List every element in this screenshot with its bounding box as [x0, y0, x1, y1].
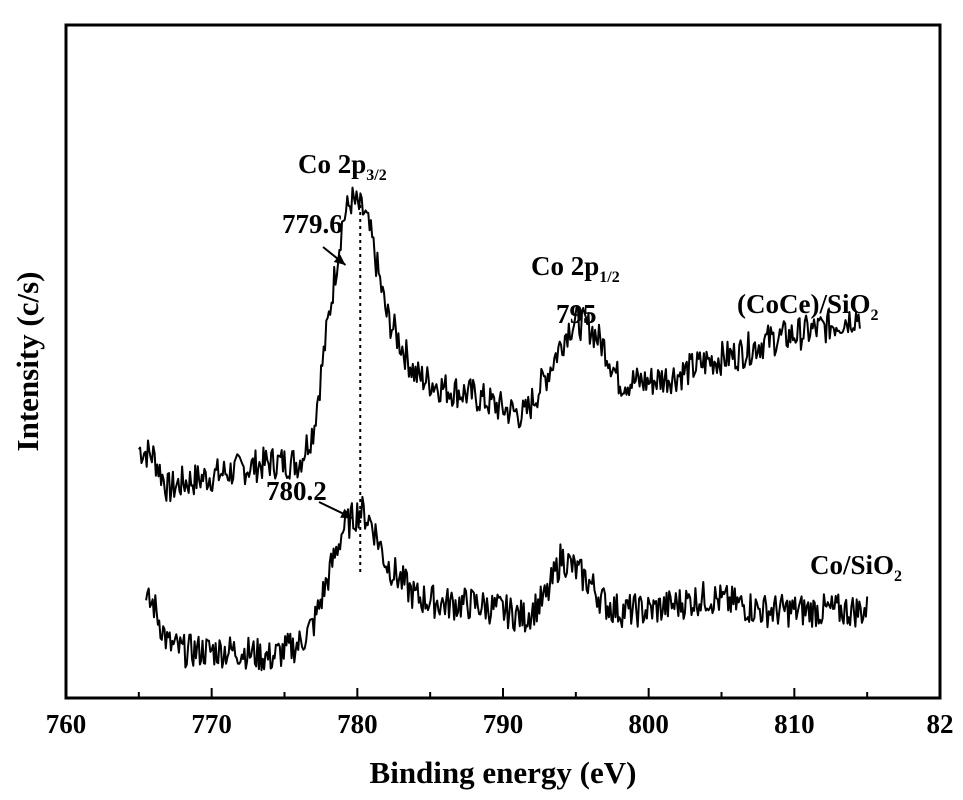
series-line-0 [138, 186, 861, 503]
x-tick-label: 790 [483, 709, 524, 739]
series-label-coce-sio2-sub: 2 [870, 307, 878, 324]
annotation-co-2p3-2: Co 2p3/2 [298, 149, 387, 184]
annotation-co-2p1-2-main: Co 2p [531, 251, 599, 281]
peak-label-795: 795 [556, 299, 597, 329]
x-tick-label: 780 [337, 709, 378, 739]
series-label-coce-sio2-main: (CoCe)/SiO [737, 289, 870, 319]
x-tick-label: 82 [927, 709, 954, 739]
x-axis-title: Binding energy (eV) [370, 755, 637, 790]
annotation-co-2p1-2-sub: 1/2 [599, 269, 619, 286]
series-group [138, 186, 869, 672]
arrow-779-6-head [333, 254, 346, 265]
x-tick-label: 760 [46, 709, 87, 739]
series-label-co-sio2-main: Co/SiO [810, 550, 894, 580]
x-axis-ticks: 760 770 780 790 800 810 82 [46, 688, 954, 739]
arrow-780-2-head [340, 508, 353, 518]
series-line-1 [145, 495, 869, 672]
annotation-co-2p3-2-sub: 3/2 [366, 167, 386, 184]
peak-label-779-6: 779.6 [282, 209, 343, 239]
series-label-co-sio2: Co/SiO2 [810, 550, 902, 585]
peak-arrows [318, 246, 353, 519]
x-tick-label: 800 [628, 709, 669, 739]
plot-frame [64, 23, 942, 700]
series-label-co-sio2-sub: 2 [894, 568, 902, 585]
x-tick-label: 810 [774, 709, 815, 739]
y-axis-title: Intensity (c/s) [10, 272, 45, 452]
series-label-coce-sio2: (CoCe)/SiO2 [737, 289, 878, 324]
x-tick-label: 770 [191, 709, 232, 739]
peak-label-780-2: 780.2 [266, 476, 327, 506]
annotation-co-2p1-2: Co 2p1/2 [531, 251, 620, 286]
annotation-co-2p3-2-main: Co 2p [298, 149, 366, 179]
